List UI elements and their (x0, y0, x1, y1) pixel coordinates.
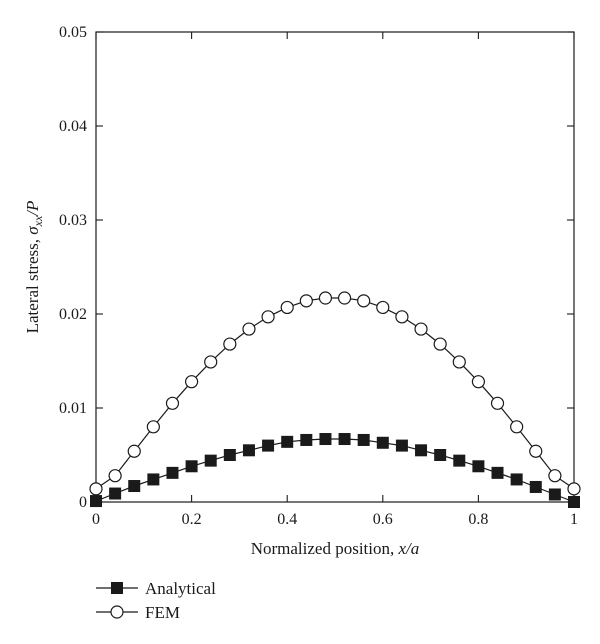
data-point (510, 420, 524, 434)
series-layer (89, 291, 581, 508)
plot-area (95, 31, 575, 503)
data-point (357, 433, 370, 446)
y-tick-label: 0.05 (59, 24, 87, 41)
data-point (319, 433, 332, 446)
data-point (90, 495, 102, 508)
data-point (337, 291, 352, 305)
data-point (529, 480, 542, 493)
data-point (434, 449, 447, 461)
data-point (300, 433, 313, 446)
y-tick-label: 0.03 (59, 212, 87, 229)
y-tick-label: 0.01 (59, 400, 87, 417)
data-point (204, 454, 217, 467)
legend-label: Analytical (145, 579, 216, 598)
data-point (281, 435, 294, 448)
data-point (185, 375, 199, 389)
data-point (204, 355, 218, 369)
y-tick-label: 0.02 (59, 306, 87, 323)
data-point (146, 420, 160, 434)
legend-item-fem: FEM (96, 603, 180, 622)
data-point (109, 487, 122, 500)
data-point (472, 460, 485, 473)
data-point (414, 322, 428, 336)
plot-frame (95, 31, 575, 503)
legend: Analytical FEM (96, 579, 216, 622)
data-point (452, 355, 466, 369)
legend-marker-open-circle (110, 605, 124, 619)
x-axis: 0 0.2 0.4 0.6 0.8 1 (92, 32, 578, 528)
data-point (548, 469, 562, 483)
data-point (261, 310, 275, 324)
data-point (242, 444, 255, 457)
data-point (318, 291, 333, 305)
data-point (376, 436, 389, 449)
data-point (395, 310, 409, 324)
legend-item-analytical: Analytical (96, 579, 216, 598)
series-line (95, 297, 575, 490)
data-point (147, 473, 160, 486)
x-tick-label: 0.8 (468, 511, 488, 528)
data-point (568, 496, 580, 508)
data-point (128, 480, 141, 493)
data-point (166, 466, 179, 479)
data-point (262, 439, 275, 452)
series-analytical (90, 433, 580, 508)
data-point (433, 337, 447, 351)
data-point (548, 488, 561, 501)
data-point (338, 433, 351, 446)
data-point (89, 482, 103, 496)
legend-label: FEM (145, 603, 180, 622)
data-point (223, 337, 237, 351)
data-point (510, 473, 523, 486)
data-point (127, 444, 141, 458)
data-point (108, 469, 122, 483)
x-tick-label: 1 (570, 511, 578, 528)
x-tick-label: 0.6 (373, 511, 393, 528)
data-point (280, 300, 294, 315)
y-tick-label: 0 (79, 494, 87, 511)
y-axis: 0 0.01 0.02 0.03 0.04 0.05 (59, 24, 574, 511)
data-point (415, 444, 428, 457)
data-point (529, 444, 543, 458)
data-point (242, 322, 256, 336)
y-tick-label: 0.04 (59, 118, 87, 135)
x-tick-label: 0.2 (182, 511, 202, 528)
data-point (490, 396, 505, 410)
series-fem (89, 291, 581, 496)
data-point (395, 439, 408, 452)
x-tick-label: 0 (92, 511, 100, 528)
data-point (471, 375, 485, 389)
data-point (185, 460, 198, 473)
x-tick-label: 0.4 (277, 511, 297, 528)
data-point (357, 294, 371, 308)
data-point (165, 396, 180, 410)
y-axis-title: Lateral stress, σxx/P (23, 201, 45, 334)
data-point (567, 482, 581, 496)
data-point (453, 454, 466, 467)
legend-marker-filled-square (111, 582, 123, 594)
data-point (491, 466, 504, 479)
data-point (223, 449, 236, 461)
data-point (299, 294, 313, 308)
x-axis-title: Normalized position, x/a (251, 539, 420, 558)
data-point (376, 300, 390, 315)
